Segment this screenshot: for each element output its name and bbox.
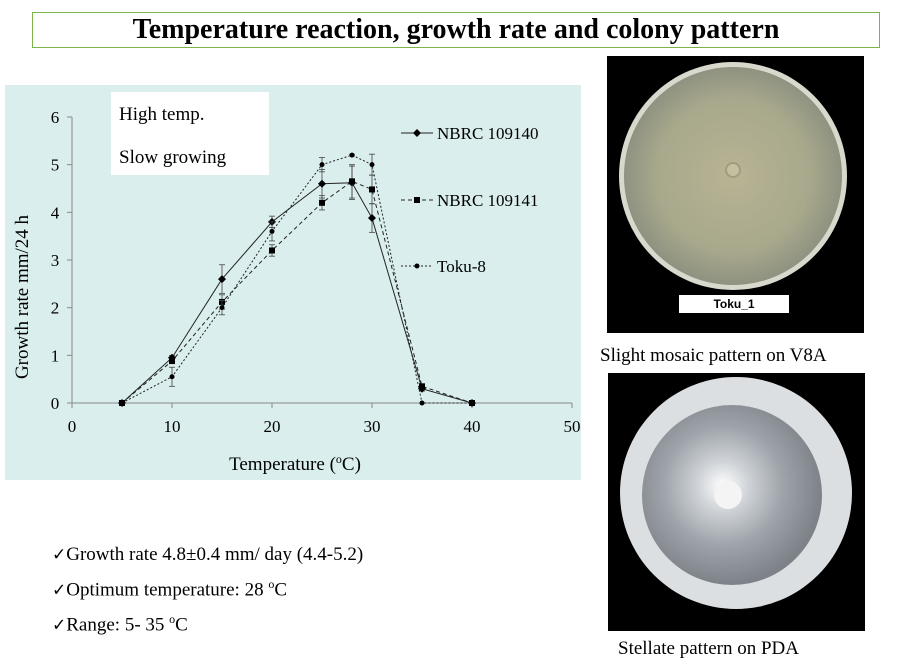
data-point — [219, 305, 225, 311]
y-tick-label: 4 — [51, 203, 60, 222]
legend-label: NBRC 109141 — [437, 191, 539, 210]
legend-label: NBRC 109140 — [437, 124, 539, 143]
summary-unit: C — [274, 579, 288, 601]
legend-marker — [414, 263, 420, 269]
data-point — [349, 152, 355, 158]
x-tick-label: 50 — [564, 417, 581, 436]
annotation-line-2: Slow growing — [119, 147, 227, 168]
page-title: Temperature reaction, growth rate and co… — [32, 12, 880, 48]
y-tick-label: 0 — [51, 394, 60, 413]
summary-text: Optimum temperature: 28 — [66, 579, 269, 601]
summary-list: ✓Growth rate 4.8±0.4 mm/ day (4.4-5.2) ✓… — [52, 540, 363, 641]
y-tick-label: 1 — [51, 346, 60, 365]
data-point — [119, 400, 125, 406]
check-icon: ✓ — [52, 615, 67, 636]
x-tick-label: 0 — [68, 417, 77, 436]
y-tick-label: 6 — [51, 108, 60, 127]
page-title-text: Temperature reaction, growth rate and co… — [132, 14, 780, 45]
legend-entry-3: Toku-8 — [401, 257, 486, 276]
data-point — [319, 199, 325, 206]
data-point — [369, 186, 375, 193]
summary-text: Range: 5- 35 — [66, 614, 170, 636]
y-tick-label: 5 — [51, 156, 60, 175]
legend-marker — [413, 129, 421, 137]
x-tick-label: 40 — [464, 417, 481, 436]
legend-entry-2: NBRC 109141 — [401, 191, 539, 210]
data-point — [269, 247, 275, 254]
data-point — [349, 178, 355, 185]
y-tick-label: 3 — [51, 251, 60, 270]
data-point — [469, 400, 475, 406]
series-3 — [119, 152, 475, 406]
data-point — [319, 162, 325, 168]
summary-item-optimum: ✓Optimum temperature: 28 oC — [52, 570, 363, 605]
data-point — [419, 383, 425, 390]
data-point — [169, 374, 175, 380]
photo-caption-v8a: Slight mosaic pattern on V8A — [600, 345, 827, 366]
photo-caption-pda: Stellate pattern on PDA — [618, 638, 799, 659]
summary-sup: o — [169, 612, 176, 627]
data-point — [318, 179, 326, 188]
summary-sup: o — [268, 577, 275, 591]
legend-entry-1: NBRC 109140 — [401, 124, 539, 143]
x-tick-label: 30 — [364, 417, 381, 436]
data-point — [419, 400, 425, 406]
data-point — [218, 275, 226, 284]
data-point — [269, 228, 275, 234]
x-tick-label: 10 — [164, 417, 181, 436]
y-axis-label: Growth rate mm/24 h — [12, 214, 33, 379]
data-point — [368, 214, 376, 223]
strain-label-text: Toku_1 — [713, 297, 755, 311]
chart-legend: NBRC 109140 NBRC 109141 Toku-8 — [401, 124, 539, 276]
check-icon: ✓ — [52, 545, 67, 565]
summary-text: Growth rate 4.8±0.4 mm/ day (4.4-5.2) — [66, 544, 364, 565]
summary-unit: C — [175, 614, 188, 636]
chart-axes: 0 1 2 3 4 5 6 0 10 20 30 40 50 — [51, 108, 581, 436]
colony-photo-pda — [608, 373, 865, 631]
summary-item-growth-rate: ✓Growth rate 4.8±0.4 mm/ day (4.4-5.2) — [52, 540, 363, 570]
y-tick-label: 2 — [51, 299, 60, 318]
annotation-line-1: High temp. — [119, 104, 205, 125]
x-tick-label: 20 — [264, 417, 281, 436]
data-point — [169, 358, 175, 365]
chart-series — [118, 152, 476, 407]
growth-rate-chart: High temp. Slow growing 0 1 2 3 4 5 6 0 10 20 30 40… — [5, 85, 581, 480]
annotation-box — [111, 92, 269, 175]
chart-background — [5, 85, 581, 480]
legend-marker — [414, 197, 420, 203]
strain-label: Toku_1 — [679, 295, 789, 313]
legend-label: Toku-8 — [437, 257, 486, 276]
colony-photo-v8a — [607, 56, 864, 333]
check-icon: ✓ — [52, 580, 67, 601]
x-axis-label: Temperature (oC) — [229, 452, 361, 475]
summary-item-range: ✓Range: 5- 35 oC — [52, 605, 363, 640]
data-point — [369, 162, 375, 168]
